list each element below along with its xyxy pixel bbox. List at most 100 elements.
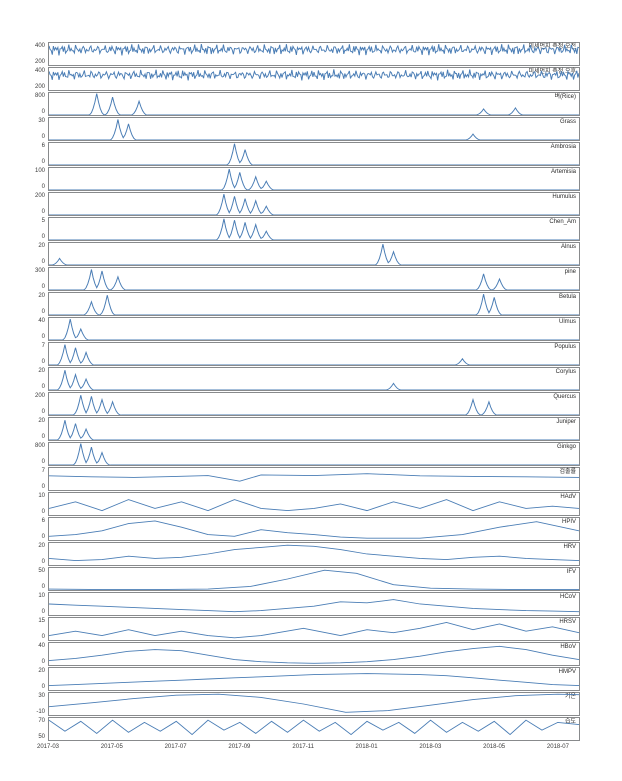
series-line xyxy=(49,618,579,640)
panel-hadv: 010HAdV xyxy=(48,492,580,516)
ytick-low: 0 xyxy=(5,409,45,415)
x-tick: 2017-07 xyxy=(165,744,187,758)
ytick-low: 0 xyxy=(5,534,45,540)
ytick-high: 20 xyxy=(5,293,45,299)
ytick-low: 0 xyxy=(5,184,45,190)
ytick-low: 0 xyxy=(5,684,45,690)
series-line xyxy=(49,268,579,290)
ytick-low: 0 xyxy=(5,509,45,515)
ytick-low: 0 xyxy=(5,334,45,340)
ytick-low: 50 xyxy=(5,734,45,740)
panel-hmpv: 020HMPV xyxy=(48,667,580,691)
ytick-high: 20 xyxy=(5,243,45,249)
panel-am_pm1: 200400미세먼지 측정 오전 xyxy=(48,42,580,66)
panel-betula: 020Betula xyxy=(48,292,580,316)
series-line xyxy=(49,543,579,565)
ytick-high: 800 xyxy=(5,443,45,449)
series-line xyxy=(49,193,579,215)
x-tick: 2018-01 xyxy=(356,744,378,758)
x-tick: 2017-03 xyxy=(37,744,59,758)
series-line xyxy=(49,668,579,690)
ytick-low: 0 xyxy=(5,284,45,290)
panel-seasonal1: 07검출률 xyxy=(48,467,580,491)
series-line xyxy=(49,93,579,115)
panel-ifv: 050IFV xyxy=(48,567,580,591)
series-line xyxy=(49,518,579,540)
panel-am_pm2: 200400미세먼지 측정 오후 xyxy=(48,67,580,91)
panel-populus: 07Populus xyxy=(48,342,580,366)
series-line xyxy=(49,718,579,740)
panel-alnus: 020Alnus xyxy=(48,242,580,266)
panel-hpiv: 06HPIV xyxy=(48,517,580,541)
series-line xyxy=(49,368,579,390)
x-tick: 2017-09 xyxy=(228,744,250,758)
ytick-high: 7 xyxy=(5,343,45,349)
x-tick: 2018-07 xyxy=(547,744,569,758)
ytick-low: 0 xyxy=(5,434,45,440)
ytick-high: 30 xyxy=(5,693,45,699)
ytick-high: 400 xyxy=(5,43,45,49)
ytick-low: 0 xyxy=(5,159,45,165)
series-line xyxy=(49,68,579,90)
ytick-high: 400 xyxy=(5,68,45,74)
panel-artemisia: 0100Artemisia xyxy=(48,167,580,191)
panel-stack: 200400미세먼지 측정 오전200400미세먼지 측정 오후0800벼(Ri… xyxy=(48,42,580,742)
panel-humulus: 0200Humulus xyxy=(48,192,580,216)
panel-chen_am: 05Chen_Am xyxy=(48,217,580,241)
panel-hcov: 010HCoV xyxy=(48,592,580,616)
panel-pine: 0300pine xyxy=(48,267,580,291)
series-line xyxy=(49,568,579,590)
panel-ginkgo: 0800Ginkgo xyxy=(48,442,580,466)
panel-grass: 030Grass xyxy=(48,117,580,141)
series-line xyxy=(49,343,579,365)
panel-hrv: 020HRV xyxy=(48,542,580,566)
ytick-high: 800 xyxy=(5,93,45,99)
ytick-low: 200 xyxy=(5,59,45,65)
ytick-low: 0 xyxy=(5,634,45,640)
ytick-high: 30 xyxy=(5,118,45,124)
panel-juniper: 020Juniper xyxy=(48,417,580,441)
series-line xyxy=(49,443,579,465)
ytick-high: 20 xyxy=(5,368,45,374)
ytick-high: 6 xyxy=(5,143,45,149)
series-line xyxy=(49,393,579,415)
series-line xyxy=(49,143,579,165)
panel-hbov: 040HBoV xyxy=(48,642,580,666)
series-line xyxy=(49,418,579,440)
series-line xyxy=(49,293,579,315)
ytick-high: 10 xyxy=(5,593,45,599)
ytick-high: 70 xyxy=(5,718,45,724)
ytick-high: 100 xyxy=(5,168,45,174)
ytick-low: 0 xyxy=(5,609,45,615)
ytick-high: 6 xyxy=(5,518,45,524)
x-tick: 2018-03 xyxy=(419,744,441,758)
ytick-high: 200 xyxy=(5,193,45,199)
series-line xyxy=(49,593,579,615)
panel-rice: 0800벼(Rice) xyxy=(48,92,580,116)
ytick-low: 0 xyxy=(5,584,45,590)
ytick-high: 40 xyxy=(5,318,45,324)
ytick-high: 7 xyxy=(5,468,45,474)
ytick-low: 0 xyxy=(5,459,45,465)
series-line xyxy=(49,243,579,265)
x-tick: 2017-05 xyxy=(101,744,123,758)
ytick-high: 20 xyxy=(5,418,45,424)
series-line xyxy=(49,468,579,490)
series-line xyxy=(49,318,579,340)
series-line xyxy=(49,218,579,240)
panel-hrsv: 015HRSV xyxy=(48,617,580,641)
ytick-low: 0 xyxy=(5,359,45,365)
x-tick: 2018-05 xyxy=(483,744,505,758)
ytick-low: 0 xyxy=(5,209,45,215)
ytick-low: 200 xyxy=(5,84,45,90)
series-line xyxy=(49,118,579,140)
series-line xyxy=(49,643,579,665)
ytick-high: 10 xyxy=(5,493,45,499)
ytick-low: 0 xyxy=(5,309,45,315)
ytick-high: 300 xyxy=(5,268,45,274)
ytick-low: 0 xyxy=(5,109,45,115)
panel-temp: -1030기온 xyxy=(48,692,580,716)
ytick-low: 0 xyxy=(5,259,45,265)
ytick-high: 20 xyxy=(5,668,45,674)
ytick-high: 5 xyxy=(5,218,45,224)
